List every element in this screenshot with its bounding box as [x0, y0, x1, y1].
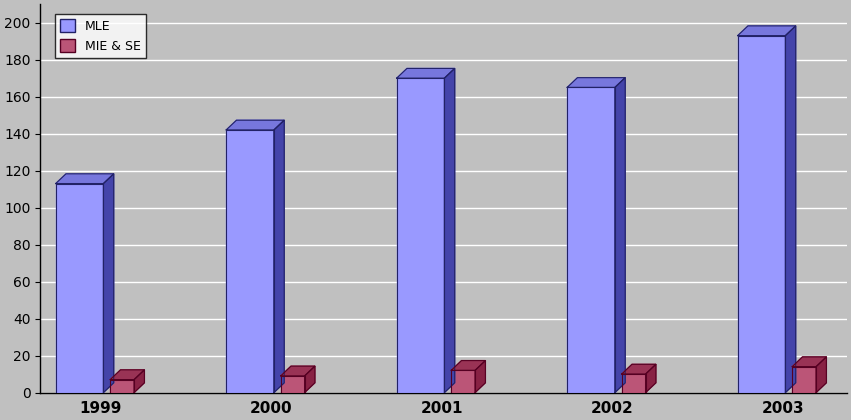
Polygon shape — [281, 366, 315, 376]
Polygon shape — [451, 361, 485, 370]
Polygon shape — [615, 78, 625, 393]
Polygon shape — [738, 36, 785, 393]
Legend: MLE, MIE & SE: MLE, MIE & SE — [54, 14, 146, 58]
Polygon shape — [451, 370, 475, 393]
Polygon shape — [646, 364, 656, 393]
Polygon shape — [111, 370, 145, 380]
Polygon shape — [55, 174, 114, 184]
Polygon shape — [792, 357, 826, 367]
Polygon shape — [785, 26, 796, 393]
Polygon shape — [226, 120, 284, 130]
Polygon shape — [104, 174, 114, 393]
Polygon shape — [305, 366, 315, 393]
Polygon shape — [274, 120, 284, 393]
Polygon shape — [738, 26, 796, 36]
Polygon shape — [568, 87, 615, 393]
Polygon shape — [397, 68, 454, 78]
Polygon shape — [816, 357, 826, 393]
Polygon shape — [397, 78, 444, 393]
Polygon shape — [622, 374, 646, 393]
Polygon shape — [134, 370, 145, 393]
Polygon shape — [281, 376, 305, 393]
Polygon shape — [475, 361, 485, 393]
Polygon shape — [792, 367, 816, 393]
Polygon shape — [226, 130, 274, 393]
Polygon shape — [622, 364, 656, 374]
Polygon shape — [55, 184, 104, 393]
Polygon shape — [568, 78, 625, 87]
Polygon shape — [111, 380, 134, 393]
Polygon shape — [444, 68, 454, 393]
